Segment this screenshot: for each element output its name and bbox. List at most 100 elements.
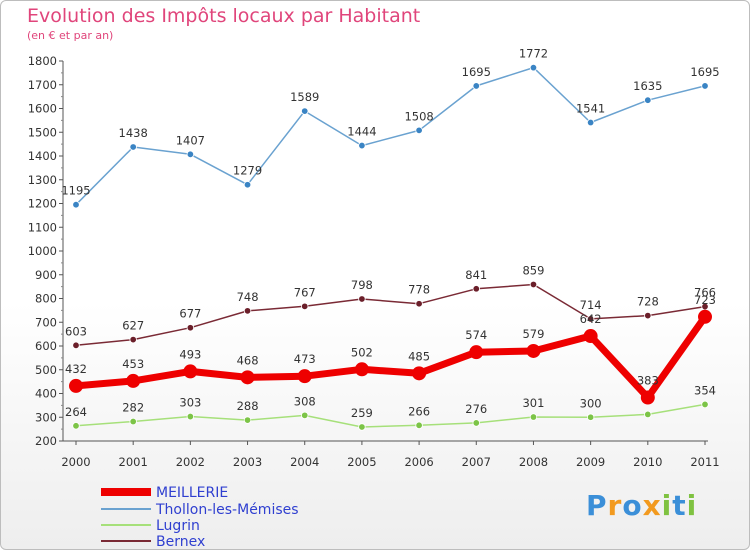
data-point (529, 413, 538, 421)
data-label: 1407 (176, 133, 205, 147)
data-point (72, 200, 80, 209)
data-label: 468 (237, 353, 259, 367)
data-label: 841 (465, 268, 487, 282)
y-tick-label: 1300 (28, 173, 57, 187)
data-label: 1279 (233, 164, 262, 178)
data-label: 798 (351, 278, 373, 292)
chart-title: Evolution des Impôts locaux par Habitant (27, 5, 421, 27)
data-label: 766 (694, 286, 716, 300)
data-point (586, 413, 595, 421)
data-label: 778 (408, 283, 430, 297)
data-label: 1508 (404, 109, 433, 123)
data-label: 473 (294, 352, 316, 366)
data-label: 264 (65, 405, 87, 419)
data-point (129, 417, 137, 426)
data-point (301, 302, 309, 311)
x-tick-label: 2004 (290, 455, 319, 469)
x-tick-label: 2006 (404, 455, 433, 469)
data-point (644, 410, 652, 419)
legend-label: MEILLERIE (156, 485, 228, 501)
data-label: 748 (237, 290, 259, 304)
data-point (72, 341, 80, 349)
data-point (301, 411, 309, 420)
data-label: 1541 (576, 102, 605, 116)
data-point (69, 378, 83, 393)
logo-letter: r (607, 489, 623, 522)
data-label: 714 (580, 298, 602, 312)
data-point (586, 118, 595, 127)
data-label: 383 (637, 374, 659, 388)
data-point (183, 364, 198, 379)
data-label: 677 (179, 307, 201, 321)
y-tick-label: 800 (35, 292, 57, 306)
data-label: 276 (465, 402, 487, 416)
data-point (701, 82, 709, 90)
logo-letter: o (622, 489, 643, 522)
y-tick-label: 1400 (28, 149, 57, 163)
legend-label: Lugrin (156, 518, 200, 534)
logo-letter: i (686, 489, 698, 522)
data-label: 1444 (347, 125, 376, 139)
series-line-meillerie (72, 313, 709, 401)
data-label: 354 (694, 383, 716, 397)
y-tick-label: 1800 (28, 54, 57, 68)
data-point (640, 390, 655, 405)
data-label: 627 (122, 319, 144, 333)
data-point (186, 324, 195, 332)
data-point (129, 335, 137, 344)
data-point (358, 423, 366, 431)
data-label: 485 (408, 349, 430, 363)
data-point (358, 295, 366, 303)
data-point (415, 421, 423, 430)
data-point (243, 307, 252, 315)
y-tick-label: 200 (35, 434, 57, 448)
data-point (297, 369, 312, 384)
y-tick-label: 900 (35, 268, 57, 282)
data-label: 303 (179, 396, 201, 410)
logo-letter: t (672, 489, 687, 522)
data-label: 288 (237, 399, 259, 413)
data-label: 859 (522, 263, 544, 277)
data-label: 728 (637, 295, 659, 309)
data-label: 1438 (119, 126, 148, 140)
data-point (358, 141, 366, 150)
data-label: 432 (65, 362, 87, 376)
data-point (526, 343, 541, 358)
y-tick-label: 1200 (28, 197, 57, 211)
data-label: 603 (65, 324, 87, 338)
proxiti-logo: Proxiti (586, 489, 697, 522)
y-tick-label: 300 (35, 410, 57, 424)
data-point (644, 311, 652, 320)
data-point (412, 366, 427, 381)
x-tick-label: 2003 (233, 455, 262, 469)
legend-label: Bernex (156, 534, 205, 549)
data-point (126, 373, 141, 388)
data-point (472, 419, 480, 427)
data-label: 579 (522, 327, 544, 341)
data-label: 453 (122, 357, 144, 371)
data-point (472, 82, 480, 90)
data-point (186, 412, 195, 421)
data-label: 1589 (290, 90, 319, 104)
data-point (354, 362, 369, 377)
series-line-lugrin (75, 403, 706, 428)
data-label: 1772 (519, 47, 548, 61)
data-point (586, 315, 595, 323)
data-label: 1635 (633, 79, 662, 93)
data-label: 282 (122, 401, 144, 415)
data-label: 1695 (690, 65, 719, 79)
data-point (301, 107, 309, 115)
x-tick-label: 2001 (119, 455, 148, 469)
data-point (243, 181, 252, 189)
data-label: 1695 (462, 65, 491, 79)
data-point (415, 126, 423, 135)
y-tick-label: 400 (35, 387, 57, 401)
y-tick-label: 1600 (28, 102, 57, 116)
data-point (469, 345, 484, 360)
x-tick-label: 2010 (633, 455, 662, 469)
x-tick-label: 2009 (576, 455, 605, 469)
data-label: 266 (408, 404, 430, 418)
logo-letter: i (661, 489, 673, 522)
data-point (644, 96, 652, 104)
